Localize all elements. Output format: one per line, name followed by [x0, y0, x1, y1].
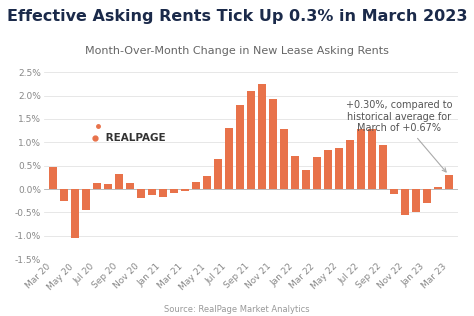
Bar — [170, 189, 178, 193]
Text: +0.30%, compared to
historical average for
March of +0.67%: +0.30%, compared to historical average f… — [346, 100, 453, 172]
Bar — [390, 189, 398, 194]
Bar — [49, 167, 57, 189]
Bar — [280, 129, 288, 189]
Text: Month-Over-Month Change in New Lease Asking Rents: Month-Over-Month Change in New Lease Ask… — [85, 46, 389, 56]
Bar — [401, 189, 409, 215]
Text: REALPAGE: REALPAGE — [102, 133, 166, 143]
Bar — [214, 159, 222, 189]
Bar — [379, 145, 387, 189]
Bar — [71, 189, 79, 238]
Bar — [159, 189, 167, 197]
Bar — [269, 99, 277, 189]
Bar — [258, 84, 265, 189]
Bar — [313, 157, 320, 189]
Text: Effective Asking Rents Tick Up 0.3% in March 2023: Effective Asking Rents Tick Up 0.3% in M… — [7, 9, 467, 24]
Bar — [434, 187, 442, 189]
Bar — [148, 189, 155, 195]
Bar — [115, 173, 123, 189]
Bar — [335, 148, 343, 189]
Bar — [368, 129, 375, 189]
Bar — [247, 91, 255, 189]
Bar — [445, 175, 453, 189]
Bar — [291, 156, 299, 189]
Bar — [346, 139, 354, 189]
Bar — [423, 189, 430, 203]
Bar — [225, 128, 233, 189]
Bar — [104, 184, 112, 189]
Bar — [412, 189, 419, 212]
Bar — [126, 183, 134, 189]
Bar — [357, 129, 365, 189]
Bar — [82, 189, 90, 210]
Bar — [181, 189, 189, 191]
Bar — [137, 189, 145, 198]
Bar — [60, 189, 68, 201]
Bar — [192, 182, 200, 189]
Bar — [93, 183, 100, 189]
Bar — [324, 150, 332, 189]
Bar — [236, 105, 244, 189]
Bar — [302, 170, 310, 189]
Text: Source: RealPage Market Analytics: Source: RealPage Market Analytics — [164, 306, 310, 314]
Bar — [203, 176, 210, 189]
